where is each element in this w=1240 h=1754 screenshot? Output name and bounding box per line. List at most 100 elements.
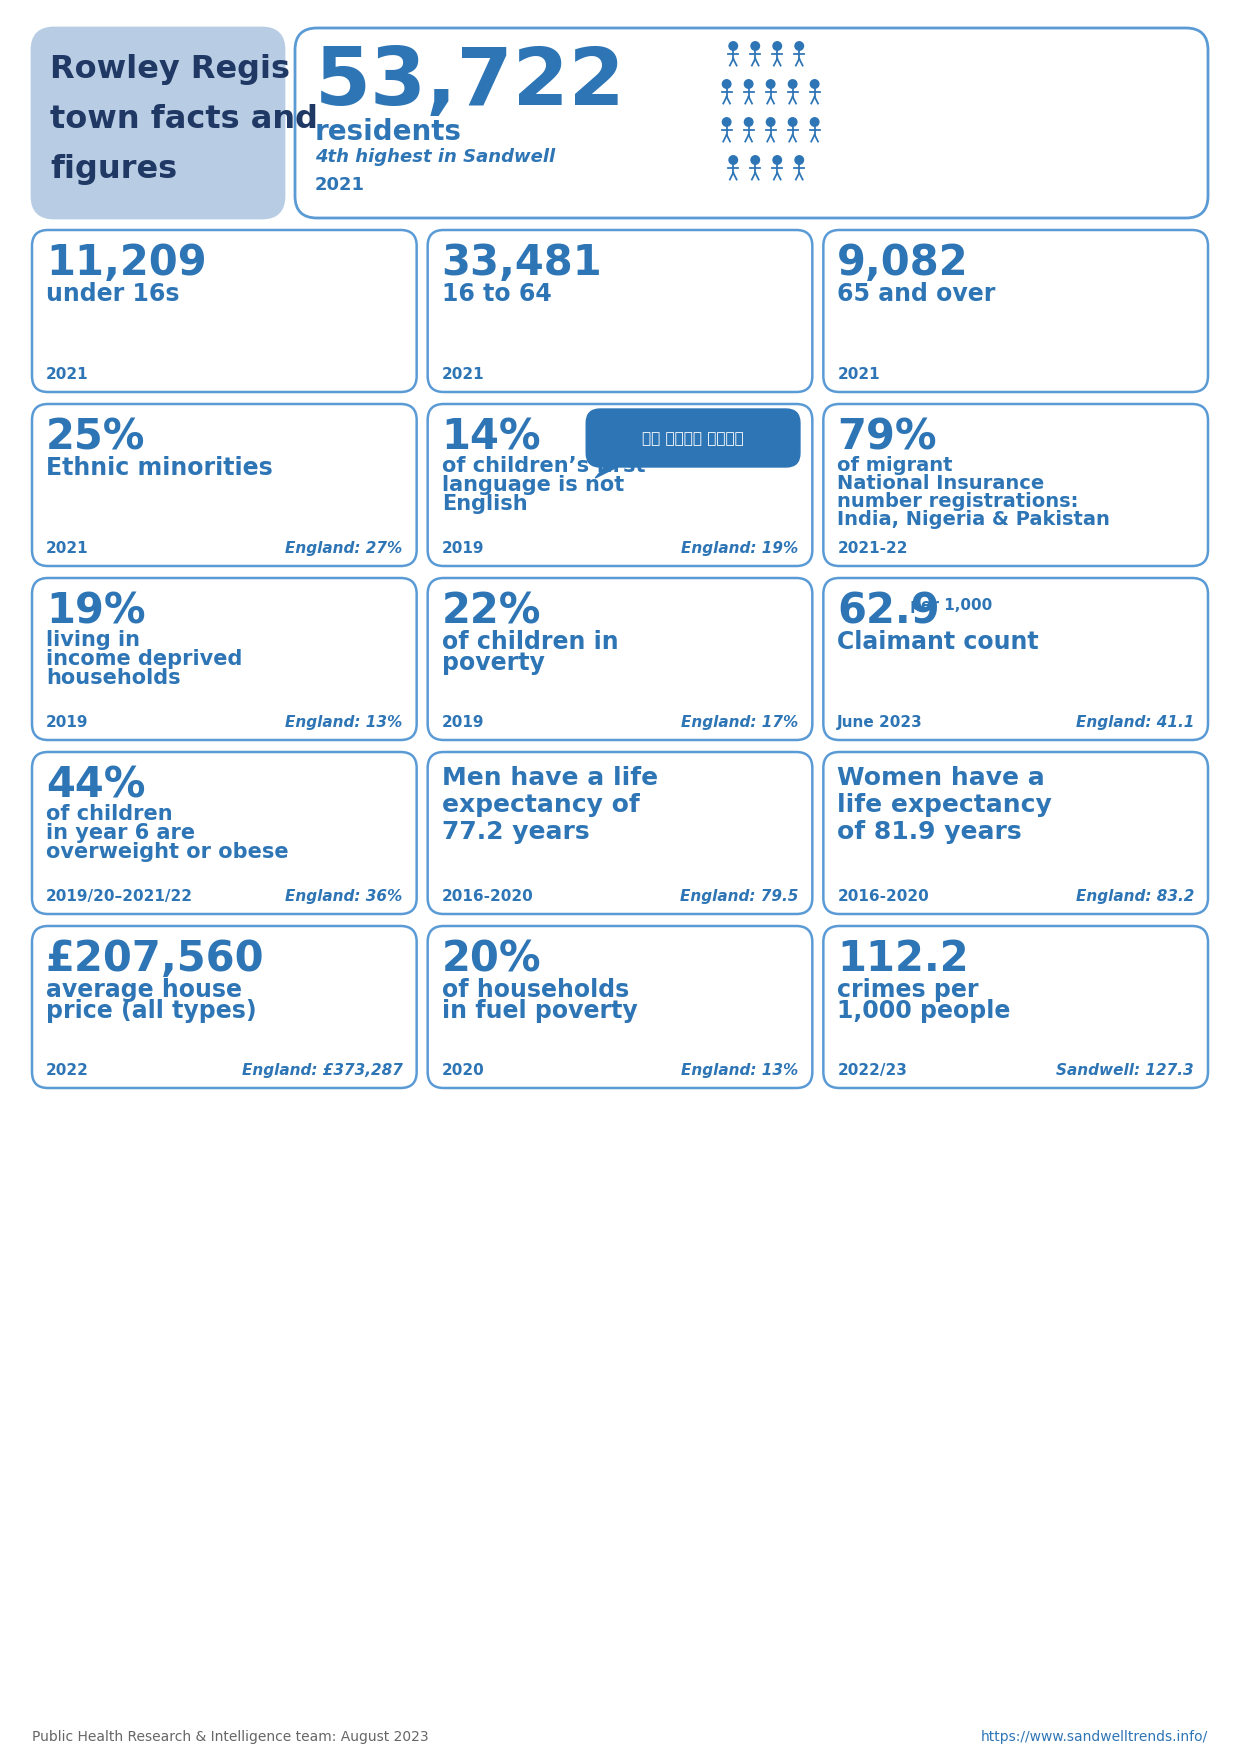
Text: of households: of households [441, 979, 629, 1002]
Text: June 2023: June 2023 [837, 716, 923, 730]
Text: 14%: 14% [441, 416, 542, 458]
Text: England: 83.2: England: 83.2 [1075, 889, 1194, 903]
FancyBboxPatch shape [32, 28, 284, 217]
Text: Claimant count: Claimant count [837, 630, 1039, 654]
Text: living in: living in [46, 630, 140, 651]
Circle shape [751, 42, 759, 51]
Text: number registrations:: number registrations: [837, 493, 1079, 510]
Text: figures: figures [50, 154, 177, 184]
FancyBboxPatch shape [428, 403, 812, 567]
Text: of children in: of children in [441, 630, 619, 654]
Text: households: households [46, 668, 181, 688]
Text: in fuel poverty: in fuel poverty [441, 1000, 637, 1023]
Text: 20%: 20% [441, 938, 542, 980]
Text: of 81.9 years: of 81.9 years [837, 821, 1022, 844]
FancyBboxPatch shape [823, 579, 1208, 740]
Circle shape [773, 42, 781, 51]
Circle shape [811, 118, 818, 126]
Circle shape [773, 156, 781, 165]
Text: life expectancy: life expectancy [837, 793, 1052, 817]
Text: 2021: 2021 [441, 367, 485, 382]
FancyBboxPatch shape [32, 403, 417, 567]
Circle shape [766, 79, 775, 88]
Polygon shape [595, 465, 624, 479]
Text: of migrant: of migrant [837, 456, 952, 475]
Text: Men have a life: Men have a life [441, 766, 657, 789]
Text: overweight or obese: overweight or obese [46, 842, 289, 861]
Circle shape [789, 118, 797, 126]
FancyBboxPatch shape [295, 28, 1208, 217]
Text: 1,000 people: 1,000 people [837, 1000, 1011, 1023]
Text: town facts and: town facts and [50, 103, 317, 135]
FancyBboxPatch shape [823, 230, 1208, 391]
Circle shape [766, 118, 775, 126]
Text: 65 and over: 65 and over [837, 282, 996, 305]
Text: 22%: 22% [441, 589, 541, 631]
Text: England: 41.1: England: 41.1 [1075, 716, 1194, 730]
Text: language is not: language is not [441, 475, 624, 495]
Text: 2020: 2020 [441, 1063, 485, 1079]
Circle shape [723, 79, 730, 88]
FancyBboxPatch shape [823, 403, 1208, 567]
Text: 2016-2020: 2016-2020 [837, 889, 929, 903]
FancyBboxPatch shape [428, 752, 812, 914]
FancyBboxPatch shape [823, 926, 1208, 1087]
Text: England: £373,287: England: £373,287 [242, 1063, 403, 1079]
Text: 2021: 2021 [837, 367, 880, 382]
Text: England: 79.5: England: 79.5 [680, 889, 799, 903]
Text: residents: residents [315, 118, 463, 146]
Text: 25%: 25% [46, 416, 145, 458]
Text: 2021: 2021 [46, 367, 88, 382]
Text: 11,209: 11,209 [46, 242, 207, 284]
Text: England: 27%: England: 27% [285, 540, 403, 556]
Text: 77.2 years: 77.2 years [441, 821, 589, 844]
Text: ਸਤ ਸ੍ਰੀ ਅਕਾਲ: ਸਤ ਸ੍ਰੀ ਅਕਾਲ [642, 431, 744, 447]
FancyBboxPatch shape [32, 926, 417, 1087]
Text: 2021: 2021 [315, 175, 365, 195]
Text: 2022/23: 2022/23 [837, 1063, 908, 1079]
Text: £207,560: £207,560 [46, 938, 264, 980]
Text: 2021: 2021 [46, 540, 88, 556]
Text: Public Health Research & Intelligence team: August 2023: Public Health Research & Intelligence te… [32, 1729, 429, 1743]
FancyBboxPatch shape [587, 409, 800, 467]
Text: National Insurance: National Insurance [837, 474, 1044, 493]
Text: 2019: 2019 [441, 716, 484, 730]
Circle shape [811, 79, 818, 88]
Text: poverty: poverty [441, 651, 544, 675]
Circle shape [744, 118, 753, 126]
Text: England: 36%: England: 36% [285, 889, 403, 903]
Text: England: 13%: England: 13% [681, 1063, 799, 1079]
Text: Rowley Regis: Rowley Regis [50, 54, 290, 84]
Text: https://www.sandwelltrends.info/: https://www.sandwelltrends.info/ [981, 1729, 1208, 1743]
Text: of children’s first: of children’s first [441, 456, 645, 475]
Circle shape [723, 118, 730, 126]
Text: 19%: 19% [46, 589, 145, 631]
Text: England: 17%: England: 17% [681, 716, 799, 730]
Text: 2022: 2022 [46, 1063, 89, 1079]
Text: 112.2: 112.2 [837, 938, 968, 980]
Circle shape [729, 42, 738, 51]
Text: 62.9: 62.9 [837, 589, 940, 631]
Text: average house: average house [46, 979, 242, 1002]
Text: of children: of children [46, 803, 172, 824]
Text: crimes per: crimes per [837, 979, 978, 1002]
Text: price (all types): price (all types) [46, 1000, 257, 1023]
Text: England: 19%: England: 19% [681, 540, 799, 556]
Text: 2021-22: 2021-22 [837, 540, 908, 556]
Text: income deprived: income deprived [46, 649, 242, 668]
Circle shape [795, 42, 804, 51]
Circle shape [789, 79, 797, 88]
FancyBboxPatch shape [32, 752, 417, 914]
Text: 2019: 2019 [46, 716, 88, 730]
Circle shape [795, 156, 804, 165]
Text: 79%: 79% [837, 416, 937, 458]
Text: 9,082: 9,082 [837, 242, 968, 284]
Text: 16 to 64: 16 to 64 [441, 282, 552, 305]
Text: India, Nigeria & Pakistan: India, Nigeria & Pakistan [837, 510, 1110, 530]
FancyBboxPatch shape [428, 579, 812, 740]
Text: expectancy of: expectancy of [441, 793, 640, 817]
Circle shape [751, 156, 759, 165]
Text: England: 13%: England: 13% [285, 716, 403, 730]
FancyBboxPatch shape [32, 230, 417, 391]
Circle shape [744, 79, 753, 88]
